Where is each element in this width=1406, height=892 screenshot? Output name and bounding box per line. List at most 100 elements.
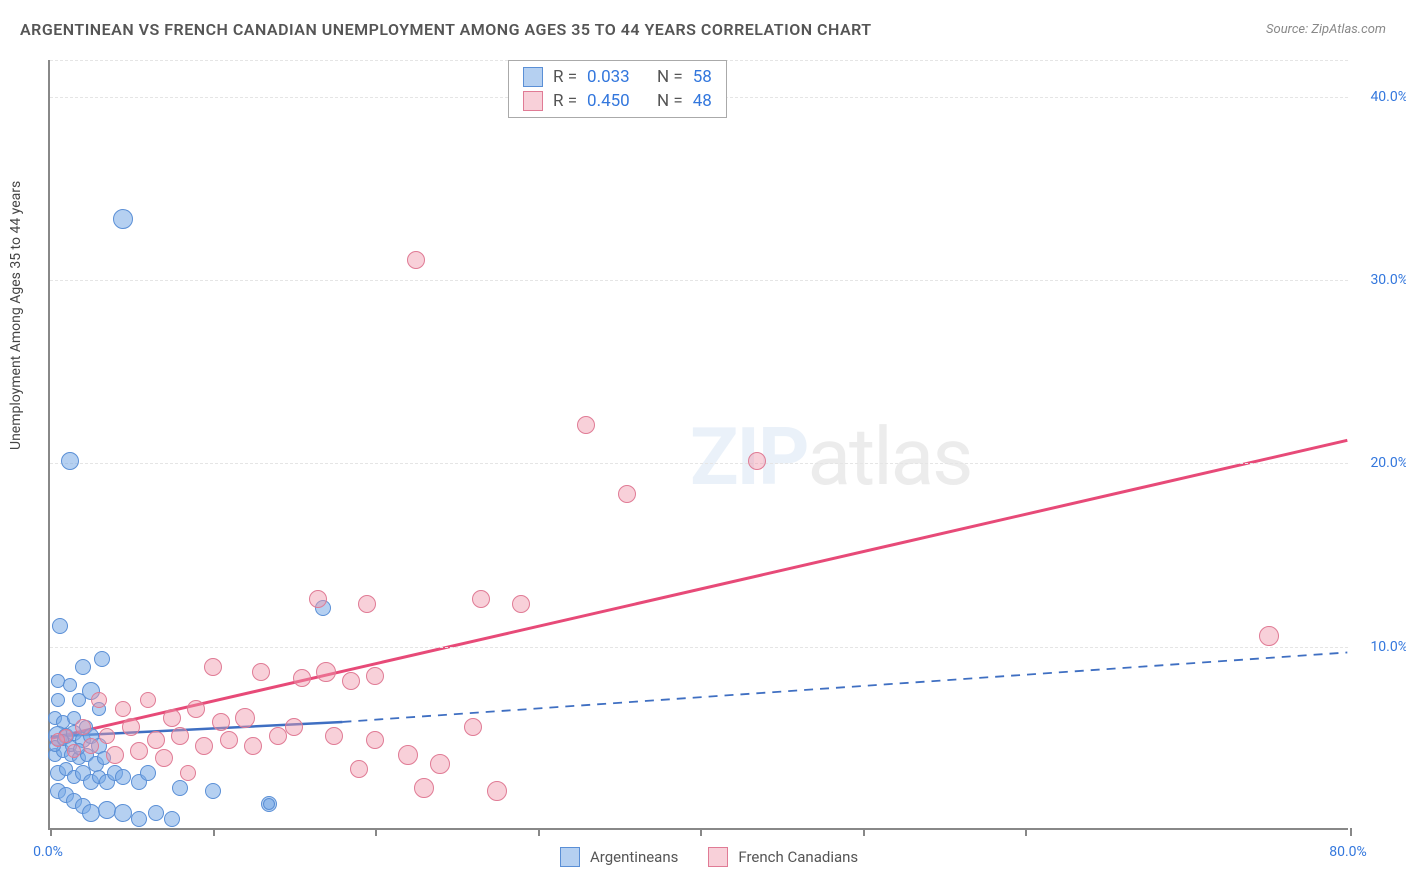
legend-label: French Canadians: [738, 848, 858, 866]
scatter-point: [366, 731, 384, 749]
stats-swatch: [523, 91, 543, 111]
stats-r-label: R =: [553, 67, 577, 87]
x-tick: [700, 828, 702, 836]
stats-row: R = 0.450 N = 48: [523, 89, 712, 113]
y-tick-label: 40.0%: [1370, 89, 1406, 105]
scatter-point: [430, 754, 450, 774]
scatter-point: [82, 804, 100, 822]
trend-line: [342, 652, 1347, 721]
scatter-point: [130, 742, 148, 760]
scatter-point: [61, 452, 79, 470]
scatter-point: [163, 709, 181, 727]
scatter-point: [180, 765, 196, 781]
watermark-atlas: atlas: [808, 410, 972, 504]
scatter-point: [748, 452, 766, 470]
stats-r-label: R =: [553, 91, 577, 111]
scatter-point: [204, 658, 222, 676]
scatter-point: [99, 728, 115, 744]
legend-swatch: [560, 847, 580, 867]
legend-swatch: [708, 847, 728, 867]
scatter-point: [577, 416, 595, 434]
stats-n-value: 48: [693, 91, 712, 111]
x-tick: [375, 828, 377, 836]
scatter-point: [350, 760, 368, 778]
y-axis-label: Unemployment Among Ages 35 to 44 years: [8, 181, 24, 450]
scatter-point: [115, 701, 131, 717]
scatter-point: [83, 738, 99, 754]
legend-item: French Canadians: [708, 847, 858, 867]
scatter-point: [464, 718, 482, 736]
legend-item: Argentineans: [560, 847, 678, 867]
scatter-point: [171, 727, 189, 745]
scatter-point: [358, 595, 376, 613]
scatter-point: [140, 765, 156, 781]
scatter-point: [140, 692, 156, 708]
stats-r-value: 0.033: [587, 67, 647, 87]
scatter-point: [63, 678, 77, 692]
scatter-point: [366, 667, 384, 685]
scatter-point: [147, 731, 165, 749]
scatter-point: [293, 669, 311, 687]
scatter-point: [187, 700, 205, 718]
scatter-point: [67, 744, 81, 758]
scatter-point: [205, 783, 221, 799]
stats-n-label: N =: [657, 91, 683, 111]
source-attribution: Source: ZipAtlas.com: [1266, 22, 1386, 37]
scatter-point: [51, 693, 65, 707]
scatter-point: [269, 727, 287, 745]
scatter-point: [91, 692, 107, 708]
scatter-point: [220, 731, 238, 749]
scatter-point: [155, 749, 173, 767]
scatter-point: [263, 798, 275, 810]
scatter-point: [512, 595, 530, 613]
x-tick: [213, 828, 215, 836]
scatter-point: [618, 485, 636, 503]
trend-line: [51, 440, 1348, 738]
scatter-point: [487, 781, 507, 801]
legend-label: Argentineans: [590, 848, 678, 866]
scatter-point: [285, 718, 303, 736]
scatter-point: [472, 590, 490, 608]
y-tick-label: 30.0%: [1370, 272, 1406, 288]
scatter-point: [131, 811, 147, 827]
scatter-point: [75, 719, 91, 735]
scatter-point: [407, 251, 425, 269]
scatter-point: [98, 801, 116, 819]
stats-row: R = 0.033 N = 58: [523, 65, 712, 89]
x-tick: [1025, 828, 1027, 836]
watermark: ZIPatlas: [690, 410, 971, 504]
scatter-point: [94, 651, 110, 667]
correlation-stats-box: R = 0.033 N = 58 R = 0.450 N = 48: [508, 60, 727, 118]
scatter-point: [122, 718, 140, 736]
scatter-point: [113, 209, 133, 229]
chart-title: ARGENTINEAN VS FRENCH CANADIAN UNEMPLOYM…: [20, 20, 872, 39]
scatter-point: [235, 708, 255, 728]
chart-plot-area: ZIPatlas 10.0%20.0%30.0%40.0%: [48, 60, 1348, 830]
scatter-point: [342, 672, 360, 690]
scatter-point: [212, 713, 230, 731]
scatter-point: [325, 727, 343, 745]
stats-r-value: 0.450: [587, 91, 647, 111]
scatter-point: [51, 733, 65, 747]
stats-n-value: 58: [693, 67, 712, 87]
gridline-h: [50, 647, 1348, 648]
scatter-point: [398, 745, 418, 765]
scatter-point: [1259, 626, 1279, 646]
scatter-point: [114, 804, 132, 822]
scatter-point: [115, 769, 131, 785]
scatter-point: [106, 746, 124, 764]
x-tick-label: 80.0%: [1329, 844, 1367, 860]
scatter-point: [316, 662, 336, 682]
scatter-point: [164, 811, 180, 827]
stats-n-label: N =: [657, 67, 683, 87]
stats-swatch: [523, 67, 543, 87]
scatter-point: [148, 805, 164, 821]
scatter-point: [252, 663, 270, 681]
gridline-h: [50, 463, 1348, 464]
x-tick: [1350, 828, 1352, 836]
scatter-point: [52, 618, 68, 634]
scatter-point: [195, 737, 213, 755]
x-tick: [863, 828, 865, 836]
y-tick-label: 20.0%: [1370, 455, 1406, 471]
y-tick-label: 10.0%: [1370, 639, 1406, 655]
